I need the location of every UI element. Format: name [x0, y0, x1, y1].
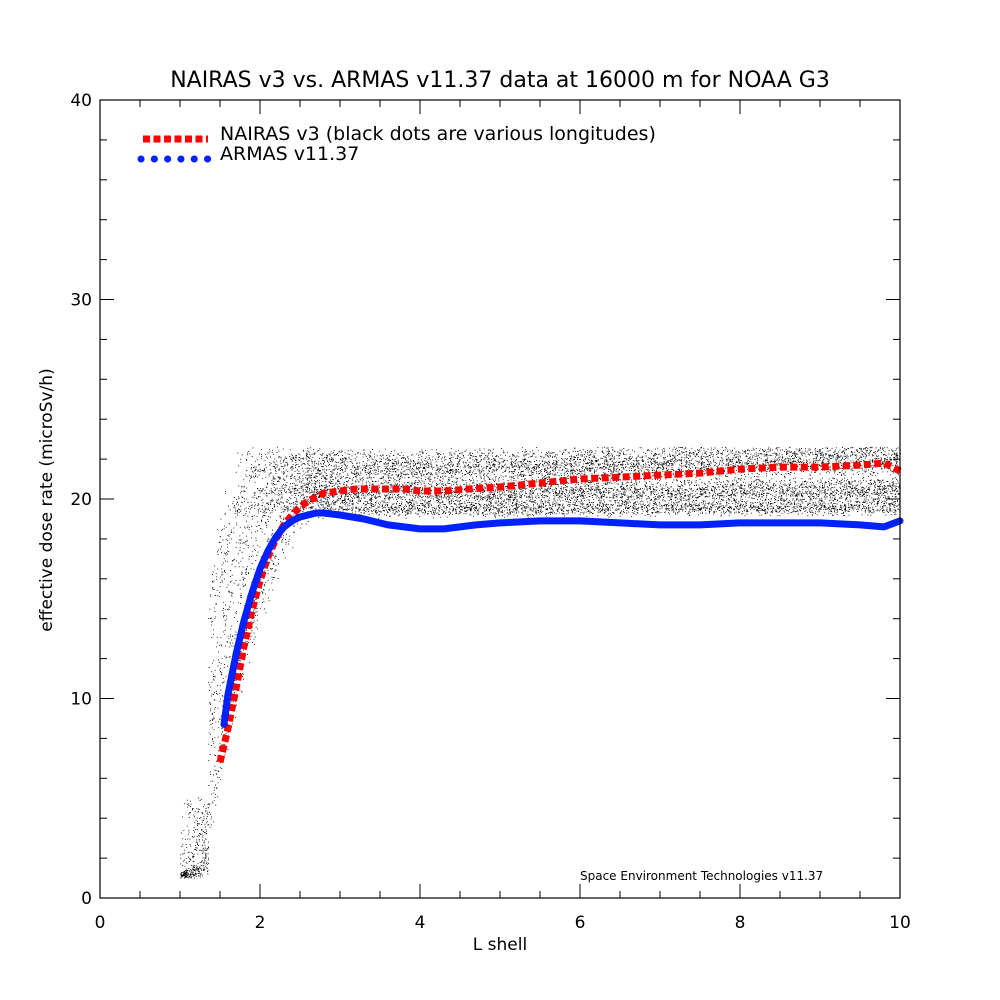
- series-line-nairas: [216, 459, 902, 764]
- legend-label-nairas: NAIRAS v3 (black dots are various longit…: [220, 123, 656, 145]
- y-tick-label: 40: [70, 91, 92, 111]
- series-line-armas: [220, 509, 904, 728]
- axis-ticks: [99, 99, 901, 899]
- y-tick-label: 30: [70, 291, 92, 311]
- x-axis-label: L shell: [473, 935, 527, 955]
- x-tick-label: 6: [575, 913, 586, 933]
- y-tick-label: 0: [81, 889, 92, 909]
- x-tick-label: 10: [889, 913, 911, 933]
- x-tick-label: 0: [95, 913, 106, 933]
- chart-title: NAIRAS v3 vs. ARMAS v11.37 data at 16000…: [170, 68, 830, 93]
- legend-label-armas: ARMAS v11.37: [220, 143, 359, 165]
- y-axis-label: effective dose rate (microSv/h): [37, 368, 57, 631]
- tick-labels: 0 2 4 6 8 10 0 10 20 30 40: [70, 91, 910, 933]
- x-tick-label: 2: [255, 913, 266, 933]
- credit-text: Space Environment Technologies v11.37: [580, 869, 823, 883]
- legend: NAIRAS v3 (black dots are various longit…: [137, 123, 656, 165]
- x-tick-label: 8: [735, 913, 746, 933]
- x-tick-label: 4: [415, 913, 426, 933]
- y-tick-label: 10: [70, 690, 92, 710]
- y-tick-label: 20: [70, 490, 92, 510]
- series-layer: [216, 459, 904, 764]
